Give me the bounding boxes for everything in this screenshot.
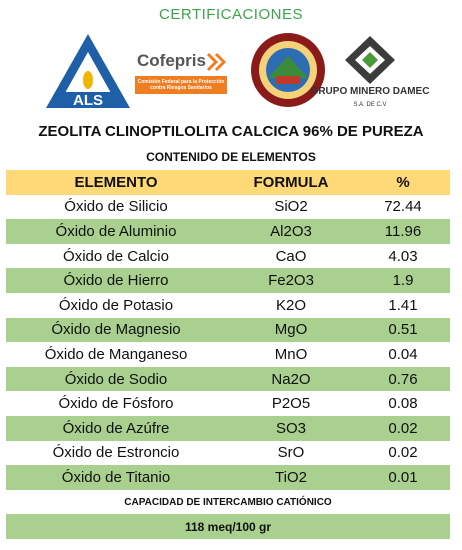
table-cell: SO3 xyxy=(226,415,356,441)
damec-logo: GRUPO MINERO DAMEC S.A. DE C.V xyxy=(311,36,430,108)
table-cell: MgO xyxy=(226,317,356,343)
table-cell: SrO xyxy=(277,444,305,462)
table-cell: 0.51 xyxy=(356,317,450,343)
certifications-heading: CERTIFICACIONES xyxy=(159,6,303,23)
table-cell: 1.9 xyxy=(356,268,450,293)
capacity-label: CAPACIDAD DE INTERCAMBIO CATIÓNICO xyxy=(124,496,332,508)
column-header: FORMULA xyxy=(226,170,356,195)
elements-table: ELEMENTO FORMULA% Óxido de Silicio SiO2 72.… xyxy=(6,170,450,539)
table-row: Óxido de Manganeso MnO 0.04 xyxy=(6,342,450,367)
capacity-label-row: CAPACIDAD DE INTERCAMBIO CATIÓNICO xyxy=(6,490,450,515)
table-cell: 0.01 xyxy=(356,465,450,490)
table-cell: Óxido de Calcio xyxy=(63,247,169,265)
table-cell: Óxido de Estroncio xyxy=(52,444,180,462)
table-body: Óxido de Silicio SiO2 72.44 Óxido de Alumin… xyxy=(6,195,450,539)
capacity-value-row: 118 meq/100 gr xyxy=(6,514,450,539)
table-cell: CaO xyxy=(275,247,307,265)
table-cell: 11.96 xyxy=(356,219,450,244)
table-cell: Óxido de Aluminio xyxy=(6,219,226,244)
cofepris-text: Cofepris xyxy=(137,51,206,70)
column-header: ELEMENTO xyxy=(6,170,226,195)
table-row: Óxido de Hierro Fe2O3 1.9 xyxy=(6,268,450,293)
table-row: Óxido de Fósforo P2O5 0.08 xyxy=(6,391,450,416)
table-row: Óxido de Calcio CaO 4.03 xyxy=(6,244,450,269)
logos: ALS Cofepris Comisión Federal para la Pr… xyxy=(46,33,430,109)
table-cell: Fe2O3 xyxy=(226,268,356,293)
table-cell: Óxido de Titanio xyxy=(6,465,226,490)
header-row: ELEMENTO FORMULA% xyxy=(6,170,450,195)
seal-logo xyxy=(251,33,325,107)
table-cell: Óxido de Hierro xyxy=(6,268,226,293)
cofepris-logo: Cofepris Comisión Federal para la Protec… xyxy=(135,51,227,94)
table-cell: 1.41 xyxy=(388,296,418,314)
table-cell: Óxido de Fósforo xyxy=(58,395,174,413)
table-row: Óxido de Magnesio MgO 0.51 xyxy=(6,317,450,343)
table-row: Óxido de Sodio Na2O 0.76 xyxy=(6,366,450,392)
title: ZEOLITA CLINOPTILOLITA CALCICA 96% DE PU… xyxy=(38,123,424,140)
table-cell: SiO2 xyxy=(274,198,308,216)
table-cell: Óxido de Azúfre xyxy=(6,415,226,441)
table-cell: 0.02 xyxy=(388,444,418,462)
table-row: Óxido de Titanio TiO2 0.01 xyxy=(6,465,450,490)
table-cell: Óxido de Manganeso xyxy=(44,345,188,363)
column-header: % xyxy=(356,170,450,195)
subtitle: CONTENIDO DE ELEMENTOS xyxy=(146,150,316,164)
als-text: ALS xyxy=(73,92,103,109)
als-logo: ALS xyxy=(46,34,130,109)
table-cell: 0.08 xyxy=(388,395,418,413)
table-row: Óxido de Silicio SiO2 72.44 xyxy=(6,195,450,220)
table-cell: MnO xyxy=(274,345,308,363)
table-cell: 4.03 xyxy=(388,247,418,265)
table-cell: P2O5 xyxy=(271,395,311,413)
table-row: Óxido de Estroncio SrO 0.02 xyxy=(6,441,450,466)
table-cell: Óxido de Sodio xyxy=(6,366,226,392)
damec-caption: S.A. DE C.V xyxy=(353,102,386,108)
table-cell: 72.44 xyxy=(384,198,422,216)
table-cell: K2O xyxy=(275,296,306,314)
table-row: Óxido de Aluminio Al2O3 11.96 xyxy=(6,219,450,244)
cofepris-caption: Comisión Federal para la Protección cont… xyxy=(137,79,225,91)
table-cell: 0.76 xyxy=(356,366,450,392)
table-cell: 0.04 xyxy=(388,345,418,363)
table-cell: Óxido de Silicio xyxy=(64,198,168,216)
table-cell: Na2O xyxy=(226,366,356,392)
table-cell: 0.02 xyxy=(356,415,450,441)
capacity-value: 118 meq/100 gr xyxy=(6,514,450,539)
table-cell: TiO2 xyxy=(226,465,356,490)
table-cell: Óxido de Potasio xyxy=(58,296,174,314)
damec-text: GRUPO MINERO DAMEC xyxy=(311,86,430,97)
table-row: Óxido de Azúfre SO3 0.02 xyxy=(6,415,450,441)
table-cell: Al2O3 xyxy=(226,219,356,244)
table-row: Óxido de Potasio K2O 1.41 xyxy=(6,293,450,318)
table-cell: Óxido de Magnesio xyxy=(6,317,226,343)
